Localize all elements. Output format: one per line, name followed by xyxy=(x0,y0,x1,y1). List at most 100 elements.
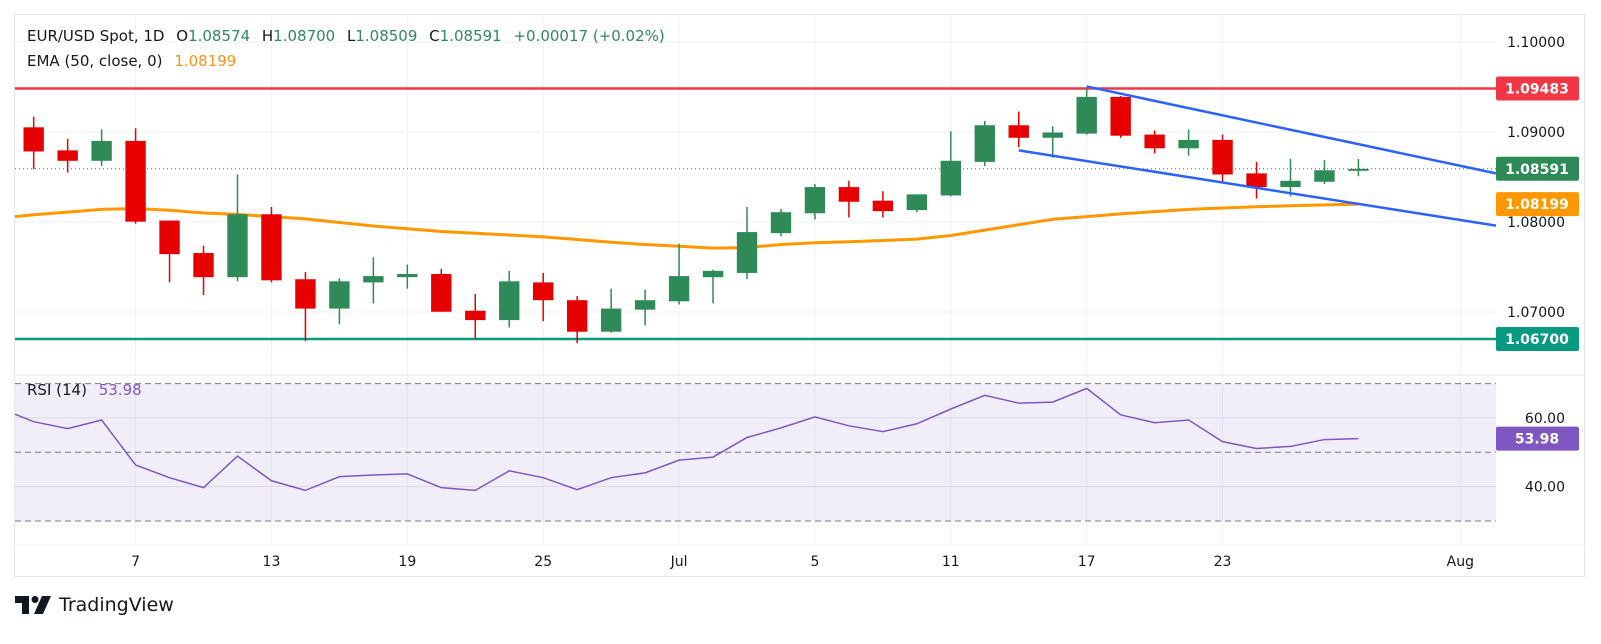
candle[interactable] xyxy=(1178,129,1199,156)
price-axis-label: 1.09000 xyxy=(1507,125,1565,141)
time-axis-label: 25 xyxy=(534,554,552,570)
rsi-label[interactable]: RSI (14) xyxy=(27,381,87,399)
candle-body xyxy=(600,308,622,332)
price-axis-label: 1.10000 xyxy=(1507,35,1565,51)
high-label: H xyxy=(261,27,274,45)
candle-body xyxy=(804,187,826,214)
candle-body xyxy=(736,232,758,273)
resistance-price-tag-bg xyxy=(1496,76,1579,101)
candle[interactable] xyxy=(804,183,826,220)
candle[interactable] xyxy=(634,289,656,326)
candle[interactable] xyxy=(566,296,588,344)
chart-frame xyxy=(14,14,1585,577)
candle[interactable] xyxy=(1076,88,1097,135)
candle-body xyxy=(906,194,928,211)
candle[interactable] xyxy=(261,206,282,283)
candle[interactable] xyxy=(872,191,894,218)
candle-body xyxy=(533,282,554,301)
candle[interactable] xyxy=(736,206,758,280)
channel-lower-line[interactable] xyxy=(1018,149,1497,227)
ema-price-tag-text: 1.08199 xyxy=(1505,197,1569,213)
candle-body xyxy=(634,300,656,310)
candle-body xyxy=(1110,96,1131,136)
candle[interactable] xyxy=(295,271,316,342)
candle-body xyxy=(57,150,78,161)
candle[interactable] xyxy=(57,138,78,173)
low-value: 1.08509 xyxy=(355,27,418,45)
candle[interactable] xyxy=(431,268,452,312)
open-label: O xyxy=(176,27,189,45)
candle-body xyxy=(465,310,486,321)
candle[interactable] xyxy=(940,131,962,197)
candle[interactable] xyxy=(363,257,384,304)
candle[interactable] xyxy=(1008,111,1029,148)
candle[interactable] xyxy=(1110,96,1131,138)
candle-body xyxy=(1280,180,1301,188)
logo-text: TradingView xyxy=(59,594,174,616)
price-axis-label: 1.07000 xyxy=(1507,305,1565,321)
candle[interactable] xyxy=(23,116,44,170)
candle[interactable] xyxy=(193,245,214,295)
change-value: +0.00017 (+0.02%) xyxy=(513,27,665,45)
time-axis-label: 5 xyxy=(810,554,819,570)
candle[interactable] xyxy=(397,264,418,289)
time-axis-label: 19 xyxy=(398,554,416,570)
tradingview-logo[interactable]: TradingView xyxy=(15,594,174,616)
candle[interactable] xyxy=(1348,159,1369,177)
candle[interactable] xyxy=(668,243,690,305)
candle-body xyxy=(1246,173,1267,188)
candle[interactable] xyxy=(1314,159,1335,184)
candle[interactable] xyxy=(1212,134,1233,182)
candle[interactable] xyxy=(838,180,860,218)
ema-line-group xyxy=(14,202,1359,250)
candle[interactable] xyxy=(329,278,350,325)
candle-body xyxy=(159,220,180,255)
candle[interactable] xyxy=(1246,161,1267,199)
support-price-tag: 1.06700 xyxy=(1496,327,1579,351)
candle-body xyxy=(974,125,995,162)
rsi-line[interactable] xyxy=(14,387,1359,492)
ema-label[interactable]: EMA (50, close, 0) xyxy=(27,52,163,70)
open-value: 1.08574 xyxy=(188,27,251,45)
candle[interactable] xyxy=(600,288,622,333)
symbol-title[interactable]: EUR/USD Spot, 1D xyxy=(27,27,165,45)
candle[interactable] xyxy=(974,121,995,167)
support-price-tag-bg xyxy=(1496,327,1579,351)
candle[interactable] xyxy=(533,272,554,322)
candle[interactable] xyxy=(770,209,792,237)
candle-body xyxy=(193,253,214,278)
candle-body xyxy=(295,279,316,309)
ema-line[interactable] xyxy=(14,202,1359,250)
candle[interactable] xyxy=(499,270,520,328)
candle-body xyxy=(702,270,724,278)
time-axis-label: Aug xyxy=(1447,554,1474,570)
candle-body xyxy=(397,274,418,278)
rsi-axis-label: 40.00 xyxy=(1525,480,1565,496)
candle[interactable] xyxy=(227,174,248,282)
close-value: 1.08591 xyxy=(439,27,502,45)
resistance-price-tag-text: 1.09483 xyxy=(1505,82,1569,98)
rsi-band xyxy=(15,383,1496,522)
candle-body xyxy=(1042,132,1063,138)
candle[interactable] xyxy=(159,220,180,283)
ema-legend: EMA (50, close, 0) 1.08199 xyxy=(27,52,236,70)
last-price-tag-bg xyxy=(1496,156,1579,181)
candle[interactable] xyxy=(1042,126,1063,158)
candle[interactable] xyxy=(1280,158,1301,197)
candle-body xyxy=(363,276,384,283)
support-price-tag-text: 1.06700 xyxy=(1505,332,1569,348)
candle[interactable] xyxy=(91,129,112,167)
time-axis-label: 17 xyxy=(1078,554,1096,570)
channel-upper-line[interactable] xyxy=(1086,85,1497,175)
candle-body xyxy=(838,187,860,202)
candle-body xyxy=(1314,170,1335,182)
ema-price-tag-bg xyxy=(1496,192,1579,217)
candle[interactable] xyxy=(125,128,146,224)
time-axis-label: 13 xyxy=(263,554,281,570)
candle[interactable] xyxy=(702,269,724,304)
low-label: L xyxy=(346,27,356,45)
candle[interactable] xyxy=(1144,130,1165,154)
candle[interactable] xyxy=(465,293,486,339)
candle[interactable] xyxy=(906,194,928,213)
